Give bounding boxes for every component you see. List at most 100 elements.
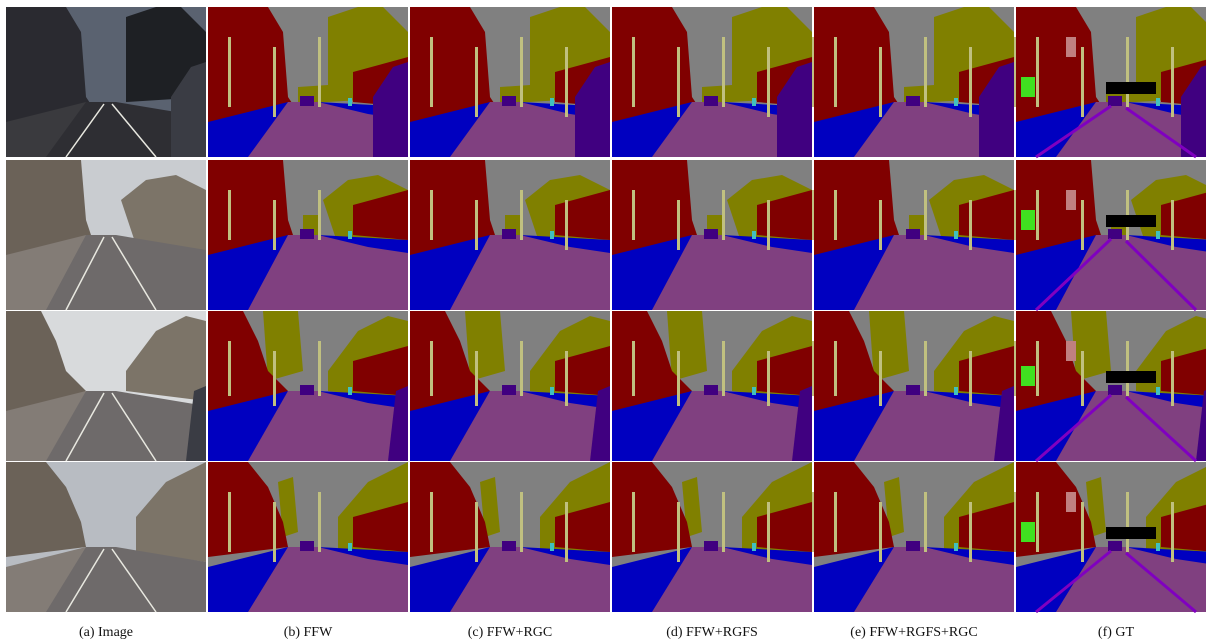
car-region [575, 62, 610, 157]
car-region [590, 386, 610, 461]
tree-region [1071, 311, 1111, 381]
pole-region [722, 190, 725, 240]
pedestrian-region [752, 98, 756, 106]
pedestrian-region [752, 387, 756, 395]
pole-region [475, 47, 478, 117]
car-region [704, 96, 718, 106]
building-region [757, 502, 812, 552]
pole-region [520, 190, 523, 240]
pole-region [1036, 492, 1039, 552]
segmentation-panel [612, 160, 815, 310]
void-region [1106, 82, 1156, 94]
tree-region [263, 311, 303, 381]
car-region [906, 385, 920, 395]
pedestrian-region [954, 543, 958, 551]
caption-ffw: (b) FFW [283, 625, 333, 640]
segmentation-panel [814, 7, 1062, 157]
pole-region [677, 502, 680, 562]
tree-region [667, 311, 707, 381]
segmentation-panel [410, 311, 610, 461]
sidewalk-region [814, 547, 894, 612]
pole-region [228, 37, 231, 107]
car-region [704, 229, 718, 239]
pole-region [812, 492, 815, 552]
car-region [704, 541, 718, 551]
pole-region [632, 190, 635, 240]
pole-region [520, 492, 523, 552]
pedestrian-region [550, 543, 554, 551]
gt-extras [1021, 492, 1197, 614]
photo-building [6, 311, 86, 421]
lane-marking-region [1035, 549, 1112, 614]
segmentation-panel [612, 311, 815, 461]
pole-region [834, 190, 837, 240]
pole-region [1036, 190, 1039, 240]
sidewalk-region [612, 391, 692, 461]
pedestrian-region [954, 387, 958, 395]
pole-region [228, 492, 231, 552]
sidewalk-region [1016, 235, 1096, 310]
pole-region [969, 502, 972, 562]
photo-trees [121, 175, 206, 255]
grass-region [1021, 77, 1035, 97]
pole-region [677, 47, 680, 117]
pole-region [273, 47, 276, 117]
pole-region [834, 37, 837, 107]
pedestrian-region [1156, 98, 1160, 106]
building-region [353, 190, 408, 240]
segmentation-panel [814, 311, 1062, 461]
pedestrian-region [348, 231, 352, 239]
pole-region [834, 341, 837, 396]
building-region [757, 190, 812, 240]
segmentation-panel [1016, 462, 1206, 612]
sidewalk-region [208, 547, 288, 612]
pole-region [812, 37, 815, 107]
sidewalk-region [814, 102, 894, 157]
pole-region [1036, 341, 1039, 396]
pole-region [318, 190, 321, 240]
sidewalk-region [410, 547, 490, 612]
pole-region [1081, 502, 1084, 562]
segmentation-panel [410, 160, 610, 310]
car-region [502, 229, 516, 239]
caption-image: (a) Image [78, 625, 134, 640]
pole-region [677, 351, 680, 406]
car-region [300, 229, 314, 239]
pole-region [318, 341, 321, 396]
car-region [300, 541, 314, 551]
pole-region [879, 351, 882, 406]
car-region [994, 386, 1014, 461]
car-region [1108, 96, 1122, 106]
pedestrian-region [1156, 231, 1160, 239]
car-region [373, 62, 408, 157]
car-region [1108, 385, 1122, 395]
pole-region [520, 37, 523, 107]
caption-gt: (f) GT [1097, 625, 1135, 640]
gt-extras [1021, 37, 1197, 159]
pole-region [1171, 502, 1174, 562]
pole-region [1081, 200, 1084, 250]
lane-marking-region [1124, 395, 1198, 463]
pole-region [767, 200, 770, 250]
street-photo [6, 311, 206, 462]
building-region [959, 502, 1014, 552]
lane-marking-region [1034, 237, 1113, 312]
pole-region [475, 502, 478, 562]
pole-region [475, 200, 478, 250]
building-region [353, 346, 408, 396]
gt-extras [1021, 341, 1198, 463]
car-region [300, 385, 314, 395]
pole-region [565, 47, 568, 117]
car-region [502, 385, 516, 395]
pole-region [273, 200, 276, 250]
photo-car [186, 386, 206, 461]
photo-road-marking [65, 548, 105, 613]
pole-region [812, 190, 815, 240]
street-photo [6, 462, 206, 613]
pedestrian-region [550, 231, 554, 239]
photo-building [6, 7, 96, 127]
photo-road-marking [65, 103, 105, 158]
pole-region [475, 351, 478, 406]
pole-region [1171, 47, 1174, 117]
photo-sidewalk [6, 102, 86, 157]
